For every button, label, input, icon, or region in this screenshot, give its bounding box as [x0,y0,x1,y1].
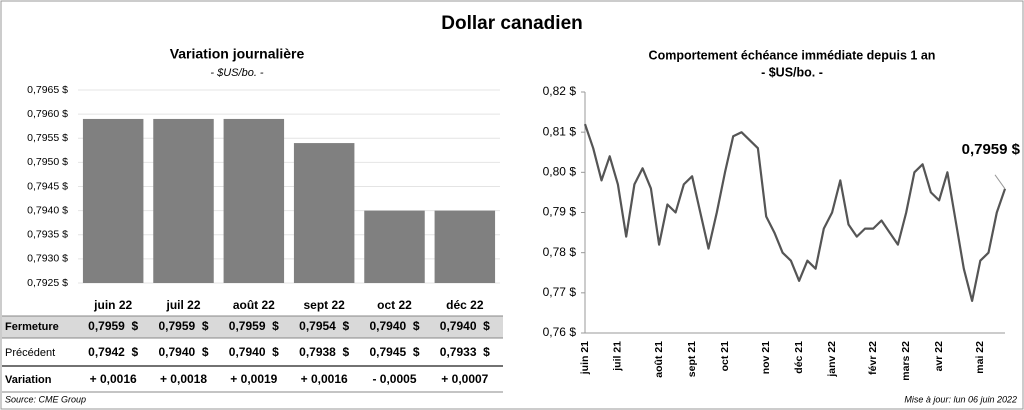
y-tick-label: 0,80 $ [543,165,577,179]
x-tick-label: juil 21 [612,341,624,372]
table-cell: 0,7954 $ [299,319,349,333]
table-cell: 0,7940 $ [158,345,208,359]
x-tick-label: juin 21 [579,341,591,375]
x-tick-label: mars 22 [900,341,912,381]
y-tick-label: 0,7955 $ [27,132,68,144]
y-tick-label: 0,76 $ [543,325,577,339]
x-tick-label: avr 22 [933,341,945,372]
table-cell: + 0,0016 [90,372,137,386]
y-tick-label: 0,77 $ [543,285,577,299]
y-tick-label: 0,7950 $ [27,156,68,168]
y-tick-label: 0,78 $ [543,245,577,259]
bar [223,118,285,283]
table-cell: 0,7959 $ [229,319,279,333]
annotation-leader [994,174,1006,190]
x-tick-label: déc 21 [793,341,805,374]
y-tick-label: 0,7960 $ [27,108,68,120]
bar [82,118,144,283]
table-cell: 0,7940 $ [440,319,490,333]
x-tick-label: janv 22 [826,341,838,378]
table-cell: - 0,0005 [372,372,416,386]
table-cell: 0,7933 $ [440,345,490,359]
x-tick-label: juil 22 [165,298,200,312]
x-tick-label: sept 22 [303,298,345,312]
table-cell: + 0,0016 [301,372,348,386]
bar-title: Variation journalière [170,46,305,62]
x-tick-label: févr 22 [867,341,879,375]
row-label: Précédent [5,347,55,359]
table-cell: 0,7940 $ [369,319,419,333]
x-tick-label: oct 22 [377,298,412,312]
y-tick-label: 0,7935 $ [27,229,68,241]
x-tick-label: nov 21 [760,341,772,374]
x-tick-label: août 22 [233,298,275,312]
y-tick-label: 0,7965 $ [27,84,68,96]
bar-subtitle: - $US/bo. - [210,67,264,79]
y-tick-label: 0,7940 $ [27,204,68,216]
line-subtitle: - $US/bo. - [761,65,823,79]
table-cell: 0,7959 $ [88,319,138,333]
x-tick-label: mai 22 [974,341,986,374]
x-tick-label: déc 22 [446,298,484,312]
bar [364,210,425,283]
y-tick-label: 0,7945 $ [27,180,68,192]
x-tick-label: juin 22 [93,298,132,312]
page-title: Dollar canadien [441,13,583,34]
annotation: 0,7959 $ [962,141,1021,158]
bar [153,118,214,283]
table-cell: + 0,0019 [230,372,277,386]
line [583,123,1007,302]
table-cell: 0,7959 $ [158,319,208,333]
table-row-bg [2,316,503,338]
row-label: Fermeture [5,321,59,333]
table-cell: 0,7942 $ [88,345,138,359]
y-tick-label: 0,81 $ [543,124,577,138]
bar [434,210,496,283]
y-tick-label: 0,7930 $ [27,253,68,265]
table-cell: 0,7940 $ [229,345,279,359]
bar [293,143,355,283]
y-tick-label: 0,79 $ [543,205,577,219]
updated: Mise à jour: lun 06 juin 2022 [904,394,1017,404]
table-cell: 0,7938 $ [299,345,349,359]
x-tick-label: août 21 [653,341,665,378]
source: Source: CME Group [5,394,86,404]
row-label: Variation [5,374,52,386]
y-tick-label: 0,7925 $ [27,277,68,289]
line-title: Comportement échéance immédiate depuis 1… [649,48,936,62]
x-tick-label: sept 21 [686,341,698,377]
y-tick-label: 0,82 $ [543,84,577,98]
table-cell: + 0,0018 [160,372,207,386]
table-cell: + 0,0007 [441,372,488,386]
x-tick-label: oct 21 [719,341,731,372]
table-cell: 0,7945 $ [369,345,419,359]
